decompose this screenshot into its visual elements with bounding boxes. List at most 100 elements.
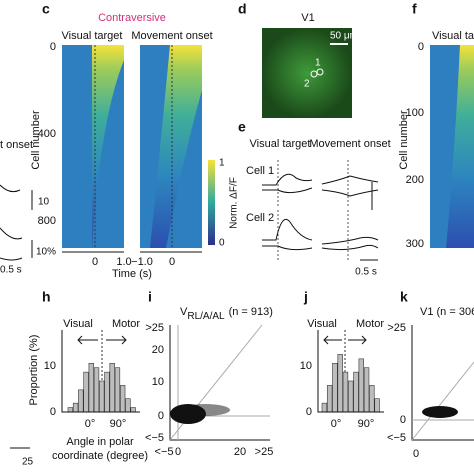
panel-title: V1 (n = 306 xyxy=(420,306,474,318)
histogram-bar xyxy=(125,398,131,413)
condition: Contraversive xyxy=(98,12,166,24)
text: 10 xyxy=(38,197,50,208)
trace xyxy=(262,187,313,194)
cell-label: 2 xyxy=(304,79,310,90)
text: 0.5 s xyxy=(0,265,22,276)
y-tick-label: <−5 xyxy=(387,432,406,444)
y-tick-label: 400 xyxy=(38,128,56,140)
y-tick-label: 10 xyxy=(44,360,56,372)
cell-label: Cell 2 xyxy=(246,212,274,224)
y-tick-label: 0 xyxy=(418,41,424,53)
text: 25 xyxy=(22,457,34,468)
panel-title: VRL/A/AL (n = 913) xyxy=(180,306,273,322)
histogram-bar xyxy=(358,358,364,413)
y-tick-label: 20 xyxy=(152,344,164,356)
y-axis-label: Proportion (%) xyxy=(28,335,40,406)
arrow xyxy=(77,335,127,345)
colorbar xyxy=(208,160,215,245)
text: t onset xyxy=(0,139,33,151)
y-axis-label: Cell number xyxy=(398,110,410,170)
x-axis-label: coordinate (degree) xyxy=(52,450,148,462)
y-tick-label: <−5 xyxy=(145,432,164,444)
histogram-bar xyxy=(78,389,84,413)
histogram-bar xyxy=(326,385,333,413)
y-tick-label: 300 xyxy=(406,238,424,250)
histogram-bar xyxy=(93,367,100,413)
x-axis-label: Angle in polar xyxy=(66,436,134,448)
panel-label: h xyxy=(42,289,51,305)
heatmap-title: Visual target xyxy=(62,30,123,42)
panel-label: c xyxy=(42,1,50,17)
histogram-bar xyxy=(114,367,121,413)
text: 10% xyxy=(36,247,56,258)
y-tick-label: 100 xyxy=(406,107,424,119)
heatmap xyxy=(150,45,202,248)
trace xyxy=(0,227,23,240)
trace xyxy=(262,245,313,251)
cell-label: Cell 1 xyxy=(246,165,274,177)
colorbar-label: 1 xyxy=(219,158,225,169)
panel-label: e xyxy=(238,119,246,135)
x-tick-label: 90° xyxy=(358,418,375,430)
arrow-label: Motor xyxy=(356,318,384,330)
arrow-label: Visual xyxy=(307,318,337,330)
panel-label: f xyxy=(412,1,417,17)
arrow-label: Motor xyxy=(112,318,140,330)
trace xyxy=(321,244,379,251)
histogram-bar xyxy=(374,398,380,413)
x-tick-label: 0 xyxy=(92,256,98,268)
cell-roi xyxy=(310,70,318,78)
histogram-bar xyxy=(332,362,338,413)
histogram-bar xyxy=(130,407,136,413)
histogram-bar xyxy=(337,354,343,413)
histogram xyxy=(321,354,380,413)
panel-title: Visual target xyxy=(250,138,311,150)
title-part: RL/A/AL xyxy=(187,311,225,322)
title-part: (n = 913) xyxy=(229,306,273,318)
axis xyxy=(317,330,384,413)
trace xyxy=(262,218,313,241)
histogram-bar xyxy=(321,402,328,413)
x-tick-label: 1.0 xyxy=(116,256,131,268)
heatmap xyxy=(92,45,124,248)
scatter-cloud xyxy=(422,406,458,418)
histogram-bar xyxy=(369,385,375,413)
trace xyxy=(262,173,313,186)
histogram-bar xyxy=(72,402,79,413)
heatmap xyxy=(446,45,474,248)
x-tick-label: >25 xyxy=(255,446,274,458)
x-tick-label: <−5 xyxy=(155,446,174,458)
scale-label: 50 μm xyxy=(330,31,358,42)
trace xyxy=(0,184,21,193)
trace xyxy=(321,236,379,245)
axis xyxy=(61,330,140,413)
cell-label: 1 xyxy=(315,58,321,69)
histogram-bar xyxy=(104,371,110,413)
x-axis-label: Time (s) xyxy=(112,268,152,280)
panel-label: j xyxy=(303,289,308,305)
axis xyxy=(411,325,474,441)
x-tick-label: 0° xyxy=(85,418,96,430)
x-tick-label: 90° xyxy=(110,418,127,430)
y-tick-label: 0 xyxy=(50,406,56,418)
histogram-bar xyxy=(109,362,115,413)
y-tick-label: 0 xyxy=(158,410,164,422)
heatmap-title: Movement onset xyxy=(131,30,212,42)
histogram-bar xyxy=(83,371,89,413)
y-tick-label: 10 xyxy=(152,376,164,388)
heatmap-title: Visual ta xyxy=(432,30,474,42)
trace xyxy=(321,175,379,185)
x-tick-label: 0 xyxy=(413,448,419,460)
histogram-bar xyxy=(353,371,359,413)
panel-title: V1 xyxy=(301,12,314,24)
panel-label: k xyxy=(400,289,408,305)
y-tick-label: 800 xyxy=(38,215,56,227)
histogram-bar xyxy=(342,371,349,413)
panel-label: i xyxy=(148,289,152,305)
arrow-label: Visual xyxy=(63,318,93,330)
scatter-cloud xyxy=(180,404,230,416)
cell-roi xyxy=(316,68,324,76)
colorbar-label: 0 xyxy=(219,238,225,249)
title-part: V xyxy=(180,306,188,318)
